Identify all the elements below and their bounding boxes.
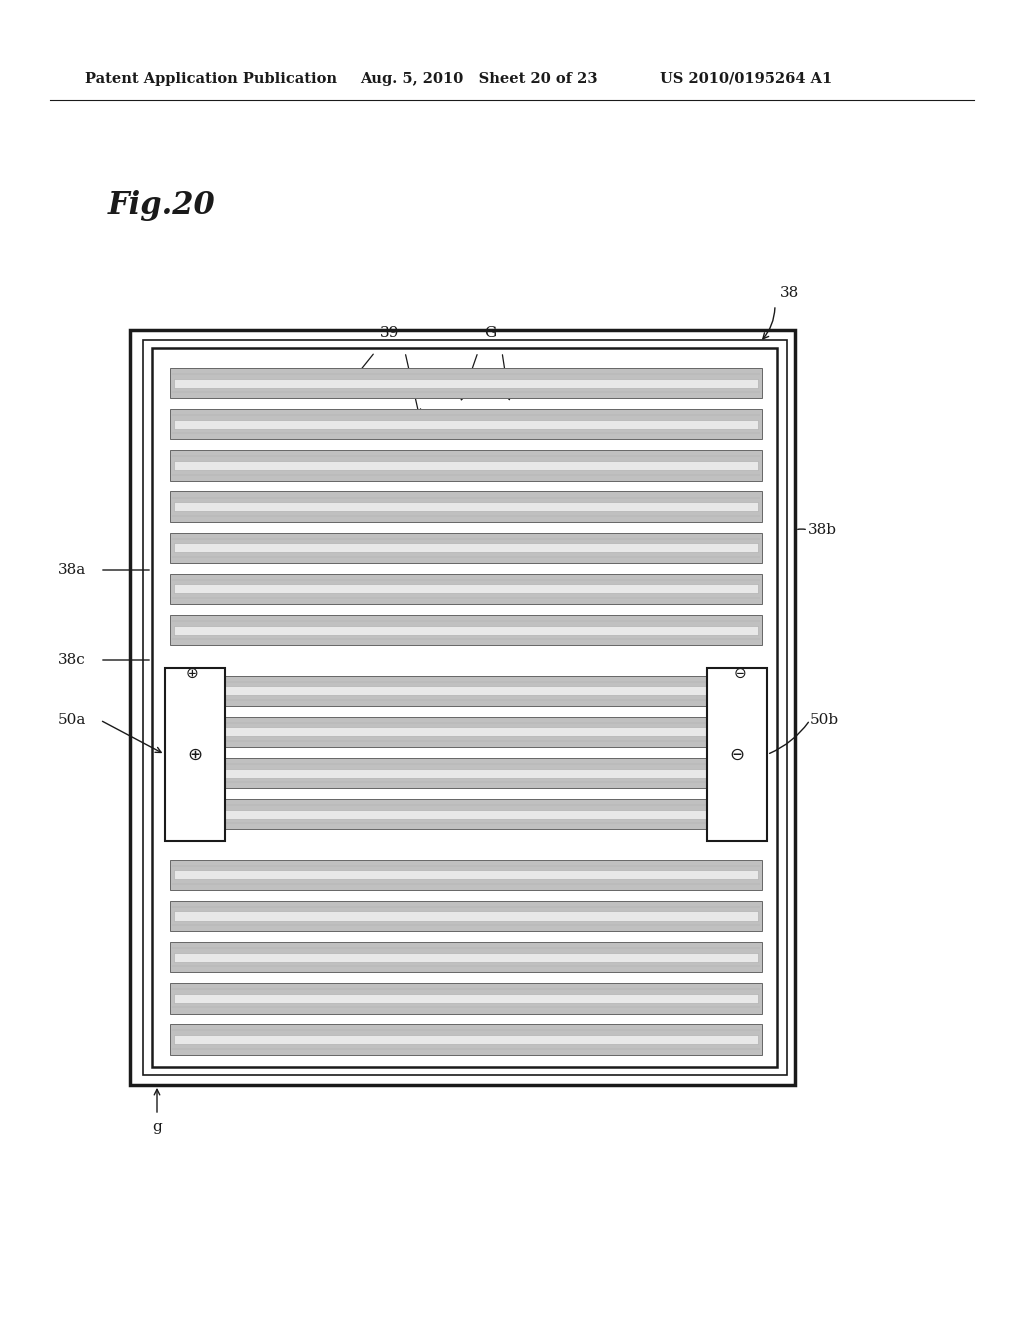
Bar	[170, 799, 762, 829]
Text: 50b: 50b	[810, 713, 839, 727]
Bar	[170, 533, 762, 562]
Bar	[174, 461, 758, 470]
Bar	[174, 727, 758, 737]
Text: 38c: 38c	[58, 653, 86, 667]
Bar	[174, 585, 758, 594]
Bar	[130, 330, 795, 1085]
Bar	[170, 450, 762, 480]
Text: Aug. 5, 2010   Sheet 20 of 23: Aug. 5, 2010 Sheet 20 of 23	[360, 73, 597, 86]
Bar	[174, 953, 758, 962]
Bar	[170, 942, 762, 973]
Bar	[707, 668, 767, 841]
Bar	[170, 409, 762, 440]
Bar	[170, 615, 762, 645]
Bar	[170, 900, 762, 931]
Bar	[143, 341, 787, 1074]
Bar	[174, 544, 758, 552]
Text: Fig.20: Fig.20	[108, 190, 216, 220]
Bar	[174, 912, 758, 920]
Text: 38b: 38b	[808, 523, 837, 537]
Text: Patent Application Publication: Patent Application Publication	[85, 73, 337, 86]
Text: 38a: 38a	[58, 564, 86, 577]
Bar	[170, 491, 762, 521]
Text: 50a: 50a	[58, 713, 86, 727]
Bar	[170, 1024, 762, 1055]
Text: ⊕: ⊕	[187, 746, 203, 763]
Text: US 2010/0195264 A1: US 2010/0195264 A1	[660, 73, 833, 86]
Text: 39: 39	[380, 326, 399, 341]
Text: ⊖: ⊖	[733, 667, 746, 681]
Bar	[174, 686, 758, 696]
Bar	[152, 348, 777, 1067]
Bar	[174, 502, 758, 511]
Bar	[170, 983, 762, 1014]
Bar	[165, 668, 225, 841]
Text: ⊖: ⊖	[729, 746, 744, 763]
Bar	[170, 717, 762, 747]
Bar	[174, 768, 758, 777]
Text: ⊕: ⊕	[185, 667, 199, 681]
Bar	[174, 1035, 758, 1044]
Bar	[170, 368, 762, 399]
Bar	[174, 626, 758, 635]
Bar	[170, 676, 762, 706]
Bar	[170, 859, 762, 890]
Bar	[174, 809, 758, 818]
Bar	[174, 870, 758, 879]
Text: G: G	[484, 326, 496, 341]
Bar	[174, 420, 758, 429]
Text: g: g	[153, 1119, 162, 1134]
Bar	[174, 379, 758, 388]
Bar	[174, 994, 758, 1003]
Text: 38: 38	[780, 286, 800, 300]
Bar	[170, 758, 762, 788]
Bar	[170, 574, 762, 605]
